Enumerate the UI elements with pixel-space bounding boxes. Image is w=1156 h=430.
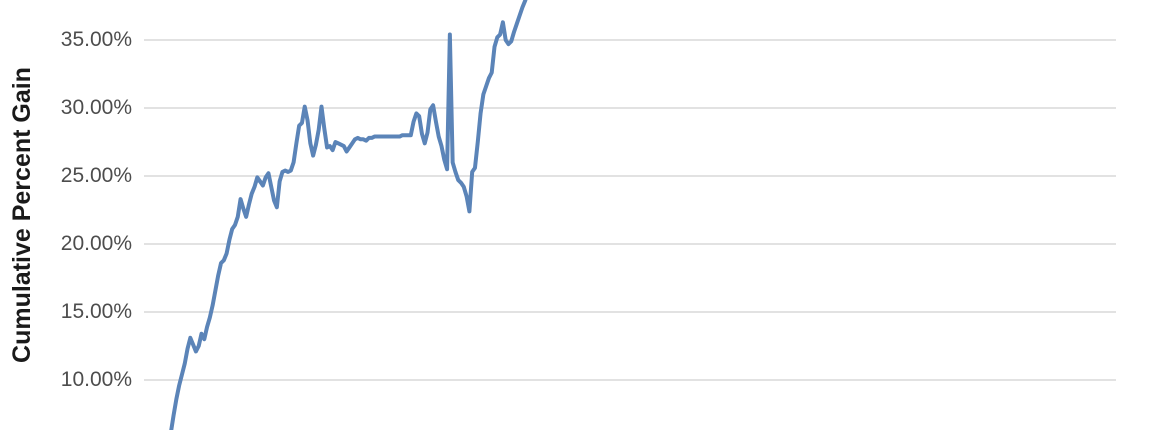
gridline [144, 175, 1116, 177]
y-axis-tick-label: 30.00% [60, 96, 132, 119]
series-line-path [169, 0, 528, 430]
gridline [144, 311, 1116, 313]
gridline [144, 243, 1116, 245]
series-line-chart [169, 0, 528, 430]
gridline [144, 39, 1116, 41]
plot-area [144, 0, 1116, 430]
y-axis-tick-label: 10.00% [60, 368, 132, 391]
y-axis-tick-label: 20.00% [60, 232, 132, 255]
gridline [144, 107, 1116, 109]
y-axis-tick-label: 25.00% [60, 164, 132, 187]
gridline [144, 379, 1116, 381]
y-axis-tick-label: 15.00% [60, 300, 132, 323]
y-axis-tick-label: 35.00% [60, 28, 132, 51]
